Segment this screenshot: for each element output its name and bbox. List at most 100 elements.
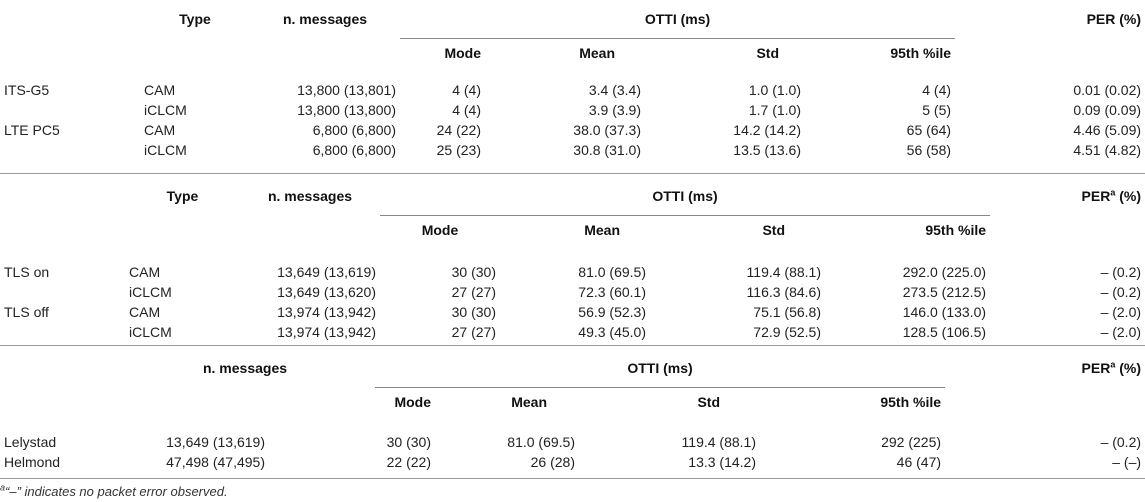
row-mode: 4 (4) [452,102,481,118]
row-per: 4.46 (5.09) [1073,122,1142,138]
row-type: CAM [144,122,176,138]
table-row: iCLCM 13,800 (13,800) 4 (4) 3.9 (3.9) 1.… [0,100,1145,120]
row-std: 13.5 (13.6) [733,142,801,158]
row-group: Lelystad [4,434,57,450]
table-tls: Type n. messages OTTI (ms) PERa (%) Mode… [0,177,1145,342]
row-group: TLS on [4,264,50,280]
header-std: Std [697,394,720,411]
footnote-mark: a [0,482,6,493]
row-type: iCLCM [129,324,172,340]
row-mean: 49.3 (45.0) [578,324,646,340]
table-divider [0,478,1145,479]
row-type: iCLCM [144,102,187,118]
row-mean: 72.3 (60.1) [578,284,646,300]
header-mode: Mode [421,222,459,239]
header-type: Type [166,188,199,204]
row-mode: 30 (30) [386,434,431,450]
table3-subheader-row: Mode Mean Std 95th %ile [0,387,1145,417]
row-type: CAM [129,304,161,320]
table-row: Helmond 47,498 (47,495) 22 (22) 26 (28) … [0,452,1145,472]
header-mode: Mode [444,45,481,62]
table-row: iCLCM 6,800 (6,800) 25 (23) 30.8 (31.0) … [0,140,1145,160]
row-per: 0.01 (0.02) [1073,82,1142,98]
row-std: 1.0 (1.0) [748,82,801,98]
table3-header-row: n. messages OTTI (ms) PERa (%) [0,349,1145,388]
table-divider [0,345,1145,346]
row-messages: 13,974 (13,942) [277,304,376,320]
row-type: CAM [144,82,176,98]
header-per: PERa (%) [945,349,1145,387]
header-std: Std [756,45,779,62]
row-p95: 292.0 (225.0) [902,264,987,280]
row-mode: 22 (22) [386,454,431,470]
row-std: 119.4 (88.1) [746,264,821,280]
header-messages: n. messages [282,11,368,27]
row-group [0,100,140,120]
row-std: 72.9 (52.5) [753,324,821,340]
header-per-footnote-mark: a [1110,359,1116,370]
row-per: – (0.2) [1100,284,1142,300]
row-p95: 273.5 (212.5) [902,284,987,300]
row-std: 14.2 (14.2) [733,122,801,138]
row-mean: 30.8 (31.0) [573,142,641,158]
header-otti: OTTI (ms) [380,177,991,216]
row-std: 75.1 (56.8) [753,304,821,320]
row-p95: 292 (225) [881,434,942,450]
header-type: Type [179,11,211,27]
row-mode: 30 (30) [451,304,496,320]
row-per: – (2.0) [1100,304,1142,320]
row-mode: 24 (22) [436,122,481,138]
row-mean: 3.4 (3.4) [588,82,641,98]
row-mode: 27 (27) [451,284,496,300]
header-p95: 95th %ile [925,222,987,239]
header-mean: Mean [511,394,547,411]
row-std: 116.3 (84.6) [746,284,821,300]
header-per-unit: (%) [1115,188,1142,204]
row-group: TLS off [4,304,49,320]
row-group: ITS-G5 [4,82,50,98]
row-mean: 81.0 (69.5) [578,264,646,280]
row-type: CAM [129,264,161,280]
table1-header-row: Type n. messages OTTI (ms) PER (%) [0,0,1145,39]
table-sites: n. messages OTTI (ms) PERa (%) Mode Mean… [0,349,1145,472]
row-group: Helmond [4,454,61,470]
row-messages: 13,800 (13,801) [297,82,396,98]
row-mode: 4 (4) [452,82,481,98]
row-std: 119.4 (88.1) [681,434,756,450]
header-per: PERa (%) [990,177,1145,215]
table-row: ITS-G5 CAM 13,800 (13,801) 4 (4) 3.4 (3.… [0,80,1145,100]
row-mean: 38.0 (37.3) [573,122,641,138]
row-p95: 128.5 (106.5) [902,324,987,340]
row-mode: 30 (30) [451,264,496,280]
row-type: iCLCM [129,284,172,300]
row-p95: 65 (64) [906,122,952,138]
row-p95: 146.0 (133.0) [902,304,987,320]
row-messages: 13,649 (13,620) [277,284,376,300]
header-per-label: PER [1081,188,1111,204]
row-mean: 81.0 (69.5) [507,434,575,450]
header-mean: Mean [579,45,615,62]
row-messages: 13,974 (13,942) [277,324,376,340]
row-mean: 56.9 (52.3) [578,304,646,320]
header-p95: 95th %ile [890,45,952,62]
footnote: a“–” indicates no packet error observed. [0,482,228,499]
row-p95: 56 (58) [906,142,952,158]
row-group [0,322,125,342]
row-per: – (0.2) [1100,264,1142,280]
row-messages: 13,649 (13,619) [277,264,376,280]
row-per: – (2.0) [1100,324,1142,340]
table-divider [0,173,1145,174]
table-row: iCLCM 13,974 (13,942) 27 (27) 49.3 (45.0… [0,322,1145,342]
header-per-footnote-mark: a [1110,187,1116,198]
row-std: 13.3 (14.2) [688,454,756,470]
table-row: Lelystad 13,649 (13,619) 30 (30) 81.0 (6… [0,432,1145,452]
row-per: 0.09 (0.09) [1073,102,1142,118]
row-std: 1.7 (1.0) [748,102,801,118]
header-otti: OTTI (ms) [375,349,946,388]
row-per: – (0.2) [1100,434,1142,450]
header-mode: Mode [394,394,431,411]
table2-subheader-row: Mode Mean Std 95th %ile [0,215,1145,245]
table-its-lte: Type n. messages OTTI (ms) PER (%) Mode … [0,0,1145,160]
header-p95: 95th %ile [880,394,942,411]
footnote-text: “–” indicates no packet error observed. [5,484,228,499]
